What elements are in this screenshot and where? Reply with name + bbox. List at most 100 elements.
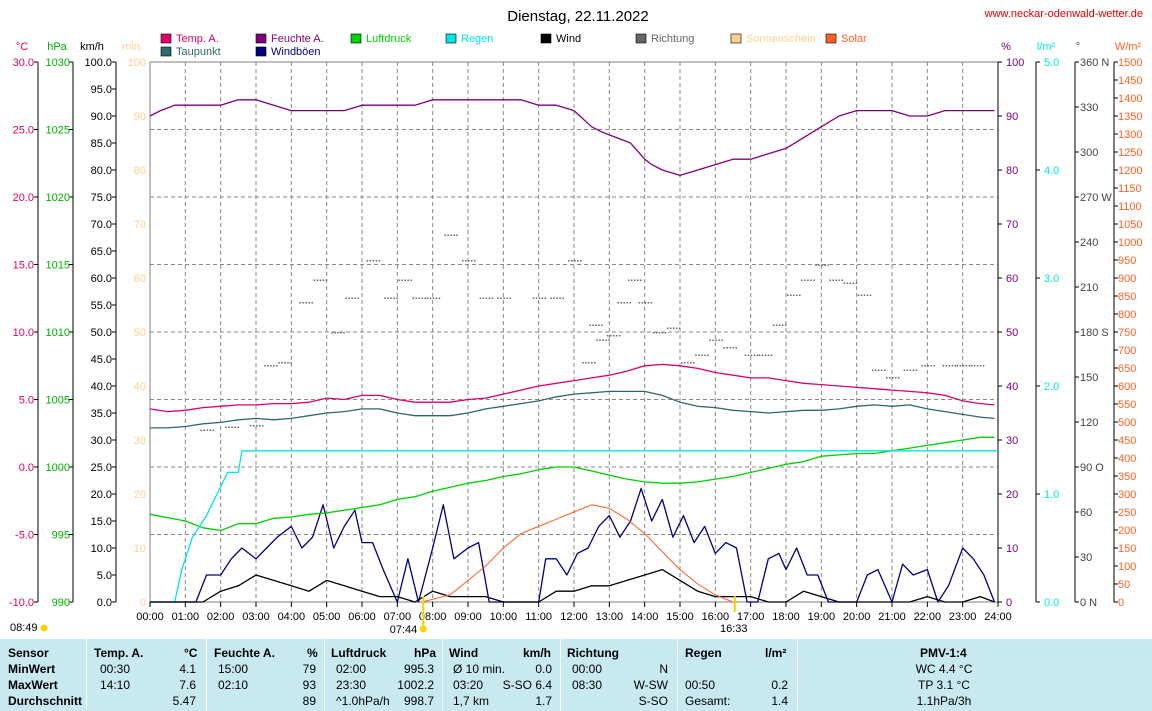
solar-axis-tick-label: 0 [1118,597,1124,609]
header-pressure-unit: hPa [414,646,437,660]
direction-point [209,429,212,431]
direction-point [582,362,584,364]
sun-unit-label: min [122,41,140,53]
direction-point [366,260,369,262]
direction-point [883,369,886,371]
table-cell-press_time: ^1.0hPa/h [336,694,390,708]
wind-axis-tick-label: 30.0 [91,435,112,447]
sunrise-icon [419,625,427,633]
legend-swatch [635,33,647,44]
direction-point [871,369,874,371]
series-line-temp-a- [149,363,995,413]
header-sensor: Sensor [8,646,49,660]
direction-point [319,279,322,281]
header-pmv: PMV-1:4 [920,646,967,660]
direction-point [690,362,692,364]
direction-point [634,279,636,281]
direction-point [438,297,441,299]
direction-point [638,302,641,304]
direction-point [678,327,681,329]
solar-axis-tick-label: 50 [1118,579,1130,591]
direction-point [970,365,973,367]
pressure-axis-tick-label: 1030 [46,57,70,69]
direction-point [942,365,945,367]
x-tick-label: 08:00 [419,611,447,623]
header-rain: Regen [685,646,722,660]
direction-point [658,332,661,334]
direction-point [626,302,628,304]
direction-point [945,365,948,367]
wind-axis-tick-label: 35.0 [91,408,112,420]
header-temp: Temp. A. [94,646,144,660]
moon-label: 08:49 [10,622,38,634]
direction-point [753,354,756,356]
direction-point [535,297,538,299]
header-wind: Wind [449,646,479,660]
direction-point [874,369,877,371]
direction-point [559,297,561,299]
direction-point [482,297,485,299]
table-cell-rain_time: 00:50 [685,678,716,692]
rain-axis-tick-label: 0.0 [1044,597,1059,609]
direction-point [609,335,612,337]
direction-point [474,260,476,262]
direction-point [962,365,965,367]
direction-point [898,377,900,379]
legend-label: Temp. A. [176,33,219,45]
table-cell-press: 995.3 [403,662,434,676]
direction-point [909,369,912,371]
humidity-axis-tick-label: 70 [1006,219,1018,231]
direction-point [709,339,711,341]
direction-axis-tick-label: 0 N [1080,597,1097,609]
legend-label: Luftdruck [366,33,412,45]
direction-point [666,327,669,329]
solar-axis-tick-label: 900 [1118,273,1136,285]
direction-point [761,354,764,356]
direction-point [863,294,866,296]
pressure-axis-tick-label: 1010 [46,327,70,339]
sunrise-label: 07:44 [390,624,418,636]
direction-point [281,362,283,364]
direction-point [824,264,826,266]
direction-point [421,297,424,299]
legend-swatch [160,33,172,44]
direction-point [485,297,488,299]
rain-unit-label: l/m² [1037,41,1056,53]
x-tick-label: 15:00 [666,611,694,623]
direction-point [620,302,622,304]
table-cell-dir_time: 08:30 [572,678,603,692]
legend-label: Taupunkt [176,46,221,58]
direction-point [311,302,313,304]
sun-axis-tick-label: 0 [140,597,146,609]
direction-point [256,425,258,427]
direction-point [290,362,292,364]
legend-swatch [255,46,267,57]
direction-point [718,339,720,341]
direction-axis-tick-label: 330 [1080,102,1098,114]
direction-point [857,294,860,296]
table-cell-wind_time: 1,7 km [453,694,490,708]
direction-point [503,297,505,299]
direction-point [378,260,381,262]
direction-point [541,297,544,299]
legend-label: Windböen [271,46,321,58]
series-line-solar [421,504,734,603]
solar-axis-tick-label: 1400 [1118,93,1142,105]
direction-point [869,294,872,296]
table-cell-hum_time: 02:10 [218,678,249,692]
direction-point [598,324,600,326]
direction-point [693,362,695,364]
direction-point [418,297,421,299]
direction-point [790,294,792,296]
solar-axis-tick-label: 350 [1118,471,1136,483]
direction-point [756,354,759,356]
direction-point [764,354,767,356]
wind-axis-tick-label: 25.0 [91,462,112,474]
direction-point [415,297,418,299]
direction-point [351,297,353,299]
solar-axis-tick-label: 450 [1118,435,1136,447]
solar-axis-tick-label: 1450 [1118,75,1142,87]
direction-point [354,297,356,299]
humidity-axis-tick-label: 90 [1006,111,1018,123]
direction-point [429,297,432,299]
